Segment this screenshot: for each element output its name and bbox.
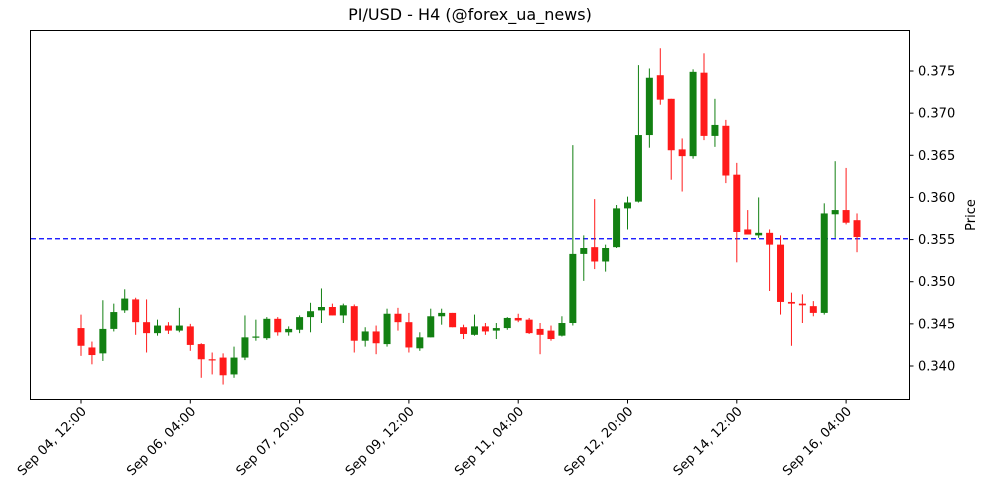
candle <box>438 308 446 325</box>
candle <box>328 303 336 316</box>
candle <box>777 235 785 315</box>
x-axis: Sep 04, 12:00 Sep 06, 04:00 Sep 07, 20:00 S… <box>15 399 855 479</box>
candle <box>733 162 741 263</box>
candle <box>164 322 172 334</box>
y-axis: 0.340 0.345 0.350 0.355 0.360 0.365 0.370 0.375 <box>909 65 955 375</box>
candle <box>394 307 402 331</box>
candle <box>820 203 828 315</box>
candle <box>427 308 435 338</box>
candle <box>744 210 752 235</box>
candle <box>77 314 85 356</box>
candle <box>525 317 533 334</box>
candle <box>700 53 708 141</box>
candle <box>842 167 850 225</box>
candle <box>766 229 774 291</box>
candle <box>339 303 347 324</box>
x-tick-label: Sep 06, 04:00 <box>124 404 199 479</box>
candle <box>110 303 118 332</box>
y-tick-label: 0.360 <box>918 191 955 206</box>
candle <box>634 65 642 203</box>
candle <box>252 319 260 341</box>
candle <box>492 323 500 340</box>
candle <box>350 304 358 353</box>
candle <box>558 316 566 337</box>
x-tick-label: Sep 12, 20:00 <box>561 404 636 479</box>
candle <box>154 319 162 336</box>
candle <box>547 325 555 341</box>
y-tick-label: 0.370 <box>918 107 955 122</box>
x-tick-label: Sep 14, 12:00 <box>671 404 746 479</box>
candle <box>645 68 653 148</box>
candle <box>460 324 468 340</box>
candle <box>175 307 183 333</box>
candle <box>678 138 686 192</box>
candle <box>798 294 806 324</box>
candle <box>667 98 675 180</box>
candle <box>88 341 96 365</box>
candle <box>361 327 369 347</box>
x-tick-label: Sep 11, 04:00 <box>452 404 527 479</box>
x-tick-label: Sep 07, 20:00 <box>234 404 309 479</box>
candle <box>219 353 227 385</box>
candle <box>613 205 621 249</box>
x-tick-label: Sep 04, 12:00 <box>15 404 90 479</box>
candle <box>722 119 730 184</box>
candle <box>689 69 697 159</box>
candle <box>121 289 129 313</box>
plot-frame <box>30 30 910 400</box>
candle <box>296 315 304 334</box>
y-tick-label: 0.345 <box>918 317 955 332</box>
candle <box>416 332 424 351</box>
candle <box>711 98 719 147</box>
candle <box>470 314 478 336</box>
candle <box>536 323 544 355</box>
candle <box>285 326 293 336</box>
candle <box>132 297 140 335</box>
candle <box>372 325 380 355</box>
candle <box>99 300 107 361</box>
candle <box>241 315 249 361</box>
candle <box>580 235 588 281</box>
candle <box>263 317 271 340</box>
candle <box>624 196 631 230</box>
candle <box>383 308 391 347</box>
candle <box>514 313 522 323</box>
y-tick-label: 0.350 <box>918 275 955 290</box>
y-axis-label: Price <box>964 199 979 231</box>
candle <box>143 299 151 353</box>
candle <box>307 302 315 333</box>
candle <box>602 244 610 272</box>
candle <box>787 292 795 346</box>
candle <box>449 312 457 328</box>
candle <box>197 343 205 378</box>
y-tick-label: 0.340 <box>918 360 955 375</box>
candle <box>208 352 216 375</box>
x-tick-label: Sep 16, 04:00 <box>780 404 855 479</box>
y-tick-label: 0.365 <box>918 149 955 164</box>
candle <box>481 323 489 335</box>
candle <box>186 323 194 351</box>
candle <box>569 145 577 326</box>
x-tick-label: Sep 09, 12:00 <box>343 404 418 479</box>
y-tick-label: 0.375 <box>918 65 955 80</box>
candle <box>230 346 238 378</box>
candle <box>591 199 599 270</box>
candle <box>503 317 511 330</box>
candle <box>831 161 839 238</box>
candle <box>853 213 861 253</box>
candle <box>755 197 763 238</box>
candle <box>274 317 282 336</box>
candle <box>656 48 664 105</box>
candles <box>77 48 861 385</box>
y-tick-label: 0.355 <box>918 233 955 248</box>
candle <box>405 312 413 353</box>
candle <box>317 288 325 324</box>
chart-title: PI/USD - H4 (@forex_ua_news) <box>348 5 592 24</box>
candle <box>809 301 817 317</box>
